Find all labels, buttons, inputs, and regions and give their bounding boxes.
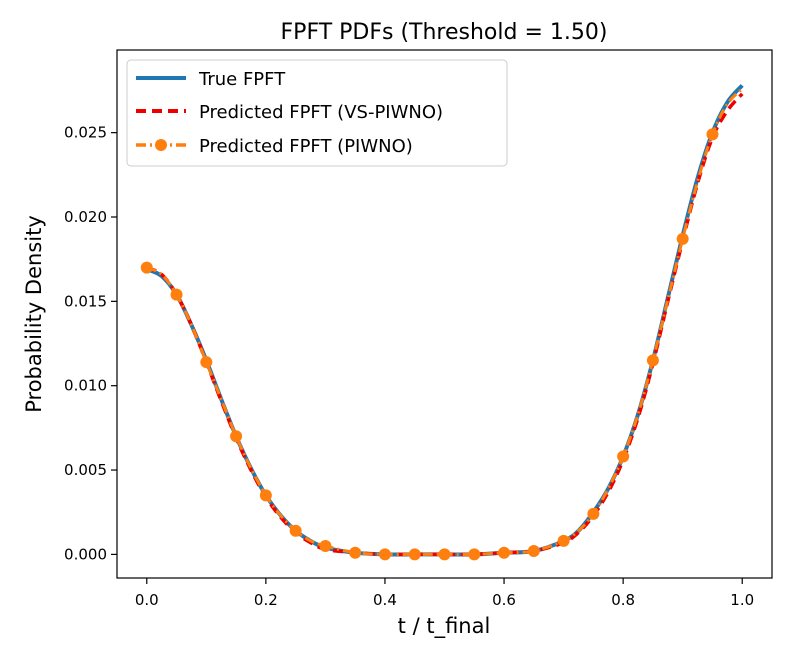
data-point-marker bbox=[527, 545, 540, 558]
y-tick-label: 0.025 bbox=[64, 124, 107, 142]
x-axis-ticks: 0.0 0.2 0.4 0.6 0.8 1.0 bbox=[135, 578, 754, 609]
y-tick-label: 0.010 bbox=[64, 377, 107, 395]
data-point-marker bbox=[319, 539, 332, 552]
y-tick-label: 0.000 bbox=[64, 545, 107, 563]
data-point-marker bbox=[706, 128, 719, 141]
x-tick-label: 1.0 bbox=[730, 591, 754, 609]
legend-box bbox=[126, 59, 508, 167]
data-point-marker bbox=[438, 548, 451, 561]
marker-layer bbox=[140, 128, 719, 561]
data-point-marker bbox=[170, 288, 183, 301]
data-point-marker bbox=[557, 534, 570, 547]
data-point-marker bbox=[289, 524, 302, 537]
data-point-marker bbox=[349, 546, 362, 559]
plot-area bbox=[140, 84, 744, 561]
data-point-marker bbox=[646, 354, 659, 367]
legend-label-true-fpft: True FPFT bbox=[198, 69, 286, 90]
legend: True FPFT Predicted FPFT (VS-PIWNO) Pred… bbox=[126, 59, 508, 167]
y-tick-label: 0.005 bbox=[64, 461, 107, 479]
x-tick-label: 0.2 bbox=[254, 591, 278, 609]
y-tick-label: 0.015 bbox=[64, 292, 107, 310]
x-axis-title: t / t_final bbox=[398, 614, 491, 639]
x-tick-label: 0.6 bbox=[492, 591, 516, 609]
legend-label-vs-piwno: Predicted FPFT (VS-PIWNO) bbox=[199, 102, 443, 123]
data-point-marker bbox=[200, 356, 213, 369]
data-point-marker bbox=[676, 232, 689, 245]
data-point-marker bbox=[230, 430, 243, 443]
chart-title: FPFT PDFs (Threshold = 1.50) bbox=[281, 20, 608, 45]
data-point-marker bbox=[617, 450, 630, 463]
y-axis-ticks: 0.000 0.005 0.010 0.015 0.020 0.025 bbox=[64, 124, 117, 563]
data-point-marker bbox=[408, 548, 421, 561]
y-axis-title: Probability Density bbox=[22, 215, 46, 413]
data-point-marker bbox=[587, 507, 600, 520]
x-tick-label: 0.0 bbox=[135, 591, 159, 609]
data-point-marker bbox=[378, 548, 391, 561]
y-tick-label: 0.020 bbox=[64, 208, 107, 226]
x-tick-label: 0.4 bbox=[373, 591, 397, 609]
legend-marker-piwno bbox=[155, 139, 167, 151]
data-point-marker bbox=[140, 261, 153, 274]
data-point-marker bbox=[468, 548, 481, 561]
x-tick-label: 0.8 bbox=[611, 591, 635, 609]
data-point-marker bbox=[259, 489, 272, 502]
plot-frame bbox=[116, 49, 773, 579]
data-point-marker bbox=[498, 546, 511, 559]
legend-label-piwno: Predicted FPFT (PIWNO) bbox=[199, 136, 413, 157]
